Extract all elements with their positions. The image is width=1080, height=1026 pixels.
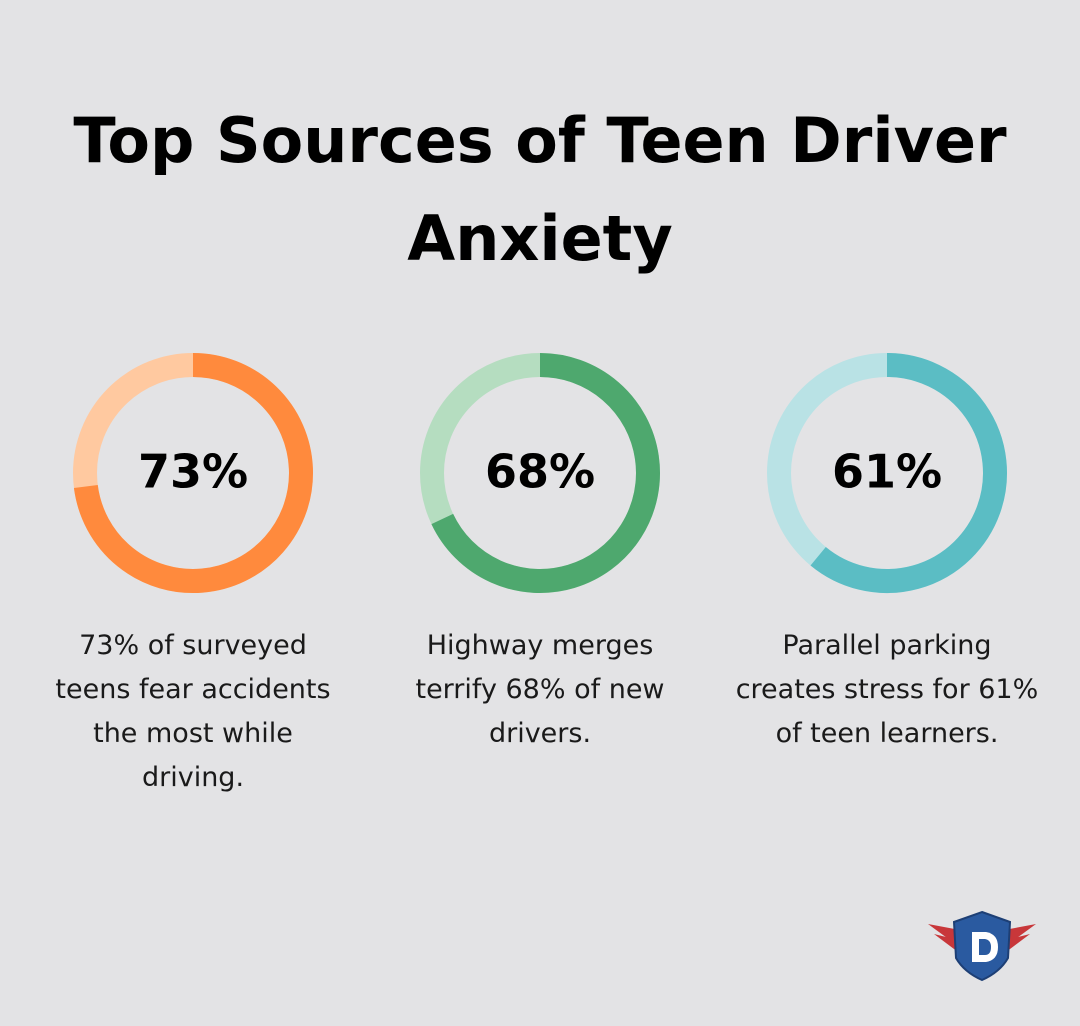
caption: Parallel parking creates stress for 61% … [735, 630, 1039, 749]
value-label: 61% [832, 445, 942, 499]
logo [928, 910, 1036, 982]
value-label: 73% [138, 445, 248, 499]
value-label: 68% [485, 445, 595, 499]
donut-arc [431, 353, 660, 593]
donut-arc [73, 353, 313, 593]
caption: 73% of surveyed teens fear accidents the… [55, 630, 331, 793]
donut-arc [810, 353, 1007, 593]
caption: Highway merges terrify 68% of new driver… [415, 630, 665, 749]
title: Top Sources of Teen Driver Anxiety [73, 104, 1007, 275]
